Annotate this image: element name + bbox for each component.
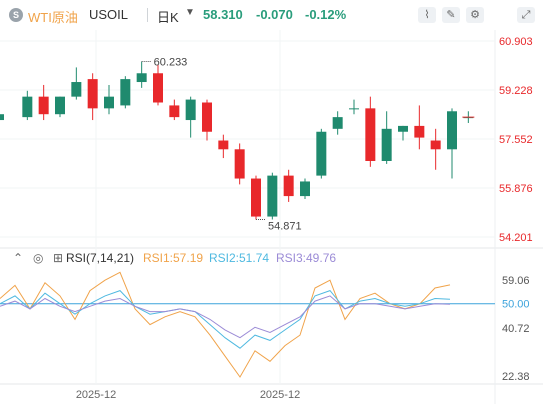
rsi2-value: RSI2:51.74 xyxy=(209,251,270,265)
eye-icon[interactable]: ◎ xyxy=(33,251,44,265)
fullscreen-icon[interactable]: ⤢ xyxy=(517,7,535,23)
high-label: 60.233 xyxy=(154,57,188,69)
instrument-name[interactable]: WTI原油 xyxy=(28,10,78,25)
header-divider xyxy=(147,8,148,22)
x-tick-label: 2025-12 xyxy=(76,389,116,401)
collapse-icon[interactable]: ⌃ xyxy=(13,251,24,265)
candle-body xyxy=(332,117,343,129)
price-tick-label: 55.876 xyxy=(499,183,533,195)
price-tick-label: 60.903 xyxy=(499,36,533,48)
rsi-line-rsi1 xyxy=(0,271,451,378)
timeframe-selector[interactable]: 日K xyxy=(157,10,179,25)
candle-body xyxy=(104,96,114,109)
candle-body xyxy=(398,125,408,132)
candle-body xyxy=(153,73,163,103)
price-tick-label: 59.228 xyxy=(499,85,533,97)
low-label: 54.871 xyxy=(268,220,302,232)
candle-body xyxy=(267,175,278,217)
candle-body xyxy=(185,99,196,121)
candle-body xyxy=(430,140,441,150)
candle-body xyxy=(234,149,245,179)
candle-body xyxy=(71,82,82,97)
candle-body xyxy=(349,108,359,110)
candle-body xyxy=(38,96,49,115)
price-change-percent: -0.12% xyxy=(305,7,347,22)
candle-body xyxy=(251,178,261,217)
rsi-label[interactable]: RSI(7,14,21) xyxy=(66,251,135,265)
candle-body xyxy=(169,105,180,118)
price-tick-label: 54.201 xyxy=(499,232,533,244)
candle-body xyxy=(381,128,392,161)
last-price: 58.310 xyxy=(203,7,243,22)
rsi-tick-label: 59.06 xyxy=(502,275,530,287)
instrument-logo-icon: S xyxy=(9,8,23,22)
price-tick-label: 57.552 xyxy=(499,134,533,146)
candle-body xyxy=(136,73,147,83)
candle-body xyxy=(365,108,376,161)
draw-icon[interactable]: ✎ xyxy=(442,7,460,23)
indicator-icon[interactable]: ⌇ xyxy=(418,7,436,23)
price-change: -0.070 xyxy=(256,7,293,22)
quote-header: S WTI原油 USOIL 日K ▼ 58.310 -0.070 -0.12% … xyxy=(0,0,543,30)
settings-icon[interactable]: ⚙ xyxy=(466,7,484,23)
candle-body xyxy=(22,96,33,118)
x-tick-label: 2025-12 xyxy=(260,389,300,401)
rsi-line-rsi3 xyxy=(0,295,451,339)
candle-body xyxy=(447,111,457,150)
candle-body xyxy=(316,131,327,176)
candle-body xyxy=(202,102,212,132)
candle-body xyxy=(120,79,131,106)
instrument-code: USOIL xyxy=(89,7,129,22)
indicator-box-icon[interactable]: ⊞ xyxy=(53,251,64,265)
candle-body xyxy=(218,140,229,150)
candle-body xyxy=(283,175,294,197)
rsi1-value: RSI1:57.19 xyxy=(143,251,204,265)
candle-body xyxy=(414,125,425,138)
candle-body xyxy=(300,181,310,197)
chevron-down-icon[interactable]: ▼ xyxy=(185,7,195,18)
candle-body xyxy=(55,96,65,115)
rsi-line-rsi2 xyxy=(0,290,451,349)
candle-body xyxy=(87,79,98,109)
rsi-tick-label: 50.00 xyxy=(502,299,530,311)
candle-body xyxy=(0,114,4,121)
rsi-tick-label: 22.38 xyxy=(502,371,530,383)
rsi-tick-label: 40.72 xyxy=(502,323,530,335)
rsi3-value: RSI3:49.76 xyxy=(276,251,337,265)
